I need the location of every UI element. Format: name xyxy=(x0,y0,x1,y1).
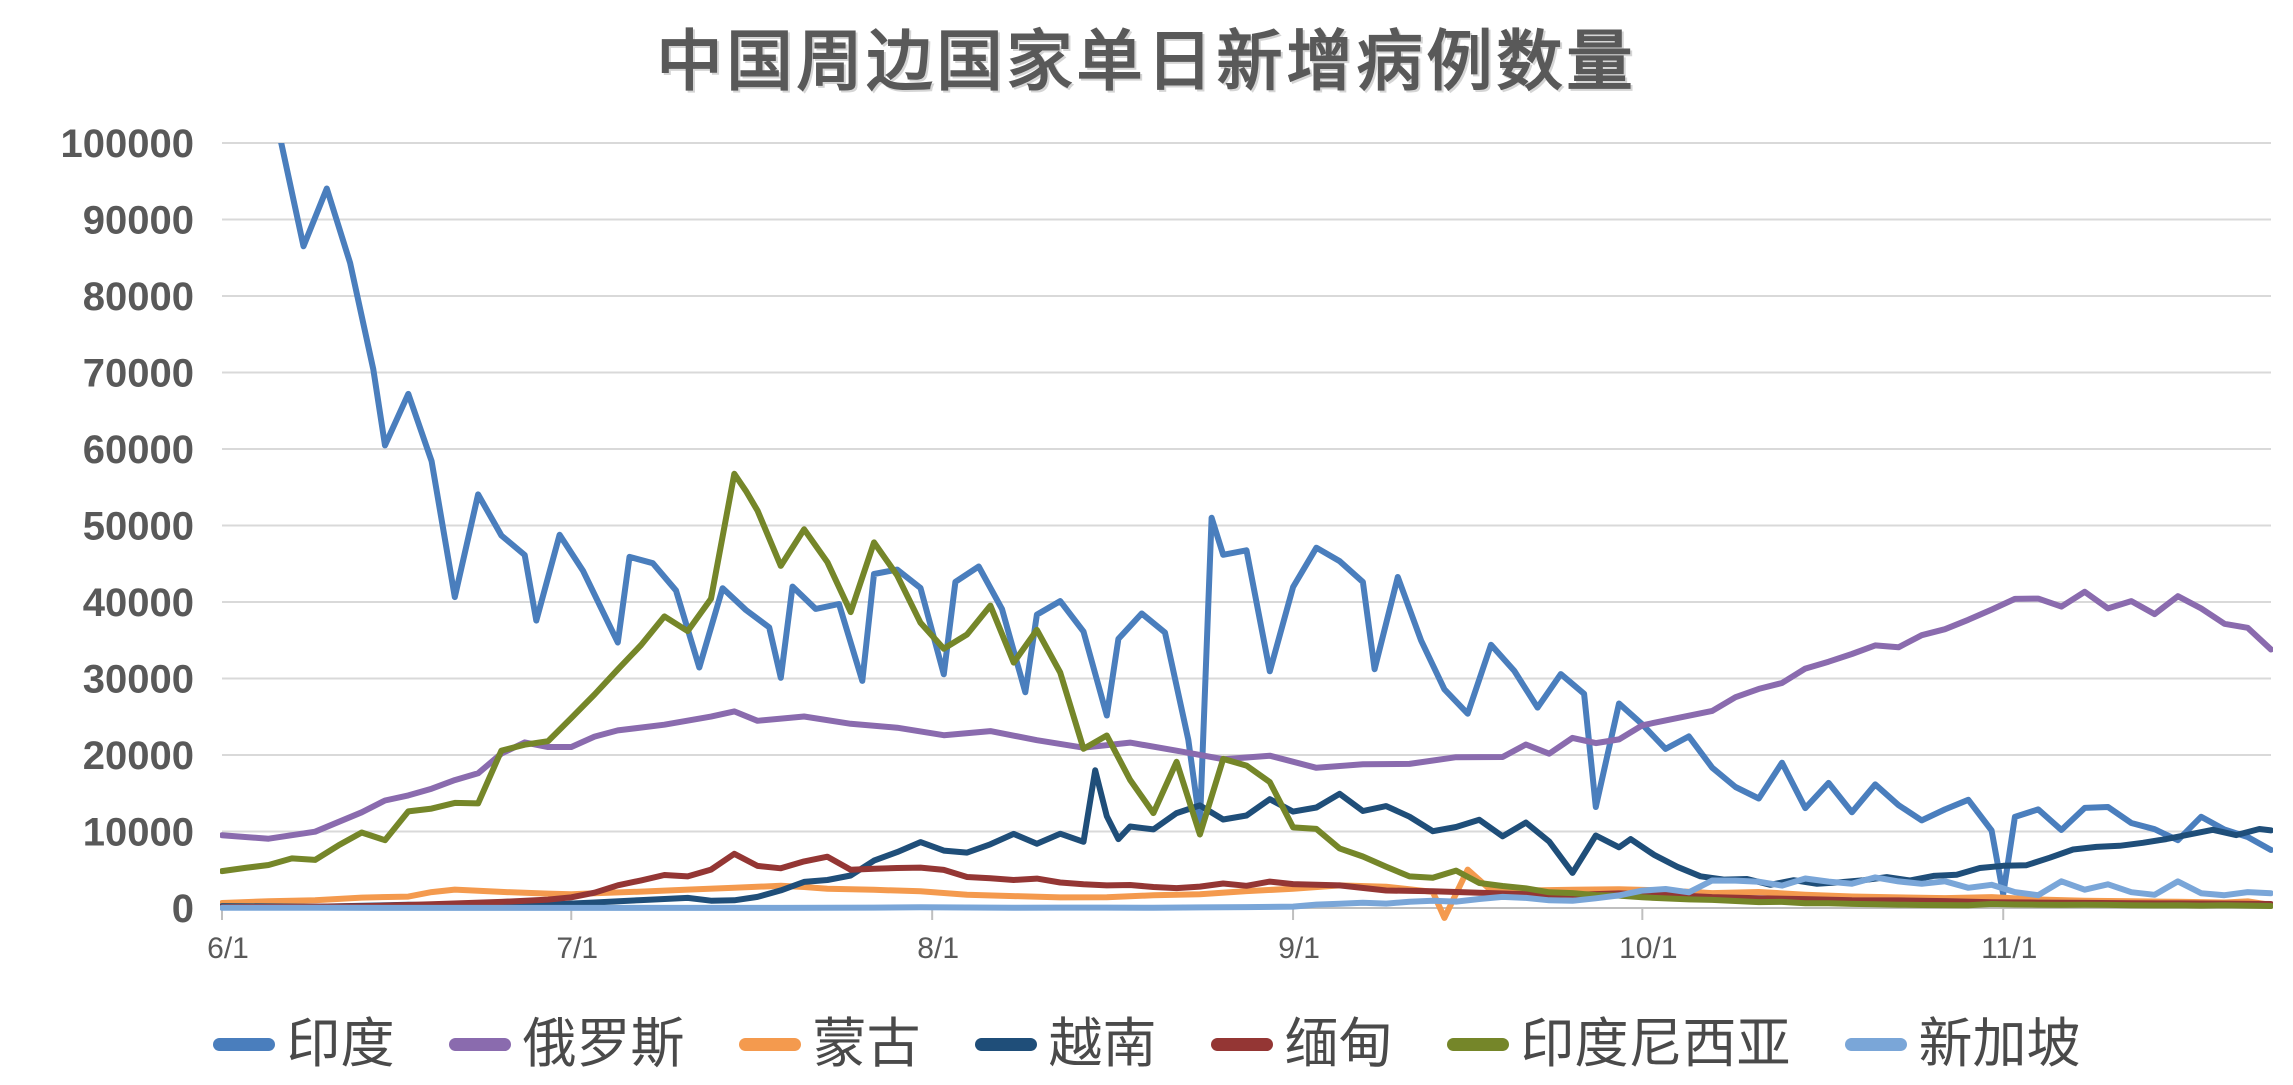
y-tick-label: 0 xyxy=(172,887,194,931)
series-line-vietnam xyxy=(220,767,2273,910)
legend-swatch-vietnam xyxy=(974,1037,1037,1051)
y-tick-label: 20000 xyxy=(83,734,194,778)
y-tick-label: 40000 xyxy=(83,581,194,625)
y-tick-label: 10000 xyxy=(83,811,194,855)
legend-item-indonesia: 印度尼西亚 xyxy=(1446,1012,1791,1075)
legend-label-mongolia: 蒙古 xyxy=(812,1012,921,1075)
series-line-indonesia xyxy=(220,470,2273,909)
legend-label-india: 印度 xyxy=(286,1012,395,1075)
x-tick-label: 8/1 xyxy=(917,932,959,965)
legend-item-mongolia: 蒙古 xyxy=(738,1012,921,1075)
x-tick-label: 9/1 xyxy=(1278,932,1320,965)
chart-legend: 印度 俄罗斯 蒙古 越南 缅甸 印度尼西亚 新加坡 xyxy=(0,1017,2293,1071)
legend-label-vietnam: 越南 xyxy=(1048,1012,1157,1075)
y-tick-label: 60000 xyxy=(83,428,194,472)
legend-label-myanmar: 缅甸 xyxy=(1284,1012,1393,1075)
legend-swatch-indonesia xyxy=(1446,1037,1509,1051)
series-line-myanmar xyxy=(220,850,2273,911)
chart-title: 中国周边国家单日新增病例数量 xyxy=(656,22,1637,100)
legend-label-singapore: 新加坡 xyxy=(1918,1012,2081,1075)
gridlines xyxy=(222,142,2271,909)
legend-item-india: 印度 xyxy=(212,1012,395,1075)
chart-plot-area: 0 10000 20000 30000 40000 50000 60000 70000 8000… xyxy=(61,122,2273,965)
y-tick-label: 80000 xyxy=(83,275,194,319)
legend-swatch-mongolia xyxy=(738,1037,801,1051)
x-tick-label: 7/1 xyxy=(556,932,598,965)
legend-swatch-india xyxy=(212,1037,275,1051)
y-tick-label: 70000 xyxy=(83,352,194,396)
legend-swatch-singapore xyxy=(1844,1037,1907,1051)
series-line-india xyxy=(278,143,2273,898)
legend-item-myanmar: 缅甸 xyxy=(1210,1012,1393,1075)
y-tick-label: 90000 xyxy=(83,199,194,243)
x-tick-label: 6/1 xyxy=(207,932,249,965)
series-lines xyxy=(220,143,2273,921)
legend-item-vietnam: 越南 xyxy=(974,1012,1157,1075)
y-tick-label: 30000 xyxy=(83,658,194,702)
series-line-russia xyxy=(220,588,2273,842)
legend-swatch-russia xyxy=(448,1037,511,1051)
legend-swatch-myanmar xyxy=(1210,1037,1273,1051)
legend-item-russia: 俄罗斯 xyxy=(448,1012,685,1075)
legend-label-russia: 俄罗斯 xyxy=(522,1012,685,1075)
legend-item-singapore: 新加坡 xyxy=(1844,1012,2081,1075)
series-line-singapore xyxy=(220,874,2273,911)
x-axis-ticks: 6/1 7/1 8/1 9/1 10/1 11/1 xyxy=(207,908,2037,965)
y-tick-label: 100000 xyxy=(61,122,194,166)
x-tick-label: 11/1 xyxy=(1981,932,2037,965)
y-axis-labels: 0 10000 20000 30000 40000 50000 60000 70000 8000… xyxy=(61,122,194,931)
legend-label-indonesia: 印度尼西亚 xyxy=(1520,1012,1791,1075)
y-tick-label: 50000 xyxy=(83,505,194,549)
x-tick-label: 10/1 xyxy=(1619,932,1677,965)
